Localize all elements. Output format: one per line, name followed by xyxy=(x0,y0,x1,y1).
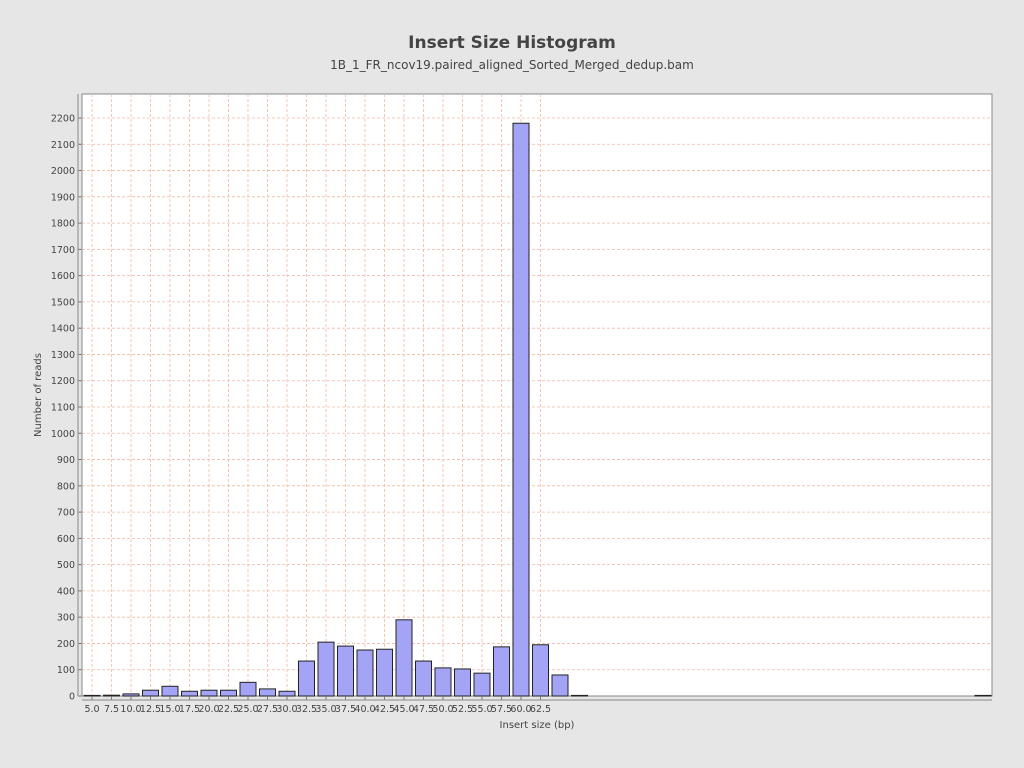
histogram-bar xyxy=(83,694,101,697)
histogram-bar xyxy=(337,645,354,697)
x-tick-label: 25.0 xyxy=(237,704,258,715)
y-axis-label: Number of reads xyxy=(33,353,44,437)
x-tick-label: 55.0 xyxy=(471,704,492,715)
histogram-bar xyxy=(493,646,510,697)
histogram-bar xyxy=(395,619,413,697)
x-tick-label: 57.5 xyxy=(491,704,512,715)
x-tick-label: 47.5 xyxy=(413,704,434,715)
y-tick-label: 900 xyxy=(57,455,75,466)
y-tick-label: 1300 xyxy=(51,350,75,361)
x-tick-label: 7.5 xyxy=(104,704,119,715)
x-tick-label: 35.0 xyxy=(315,704,336,715)
histogram-bar xyxy=(103,694,120,697)
histogram-bar xyxy=(259,688,276,697)
histogram-bar xyxy=(142,689,159,697)
x-tick-label: 10.0 xyxy=(120,704,141,715)
x-tick-label: 45.0 xyxy=(393,704,414,715)
y-tick-label: 1600 xyxy=(51,271,75,282)
histogram-bar xyxy=(415,660,432,697)
chart-subtitle: 1B_1_FR_ncov19.paired_aligned_Sorted_Mer… xyxy=(330,58,694,72)
y-tick-label: 700 xyxy=(57,508,75,519)
y-tick-label: 1900 xyxy=(51,192,75,203)
histogram-bar xyxy=(239,681,257,697)
x-tick-label: 50.0 xyxy=(432,704,453,715)
plot-area xyxy=(81,93,993,697)
histogram-bar xyxy=(571,694,588,697)
histogram-bar xyxy=(161,685,179,697)
x-tick-label: 20.0 xyxy=(198,704,219,715)
x-tick-label: 32.5 xyxy=(296,704,317,715)
x-tick-label: 60.0 xyxy=(510,704,531,715)
histogram-bar xyxy=(551,674,569,697)
histogram-bar xyxy=(473,672,491,697)
y-tick-label: 800 xyxy=(57,481,75,492)
histogram-bar xyxy=(376,648,393,697)
y-tick-label: 500 xyxy=(57,560,75,571)
x-tick-label: 12.5 xyxy=(140,704,161,715)
histogram-bar xyxy=(356,649,374,697)
x-tick-label: 52.5 xyxy=(452,704,473,715)
axes: 0 100 200 300 400 500 600 700 800 900 1000 1100 1200… xyxy=(51,94,992,715)
y-tick-label: 1400 xyxy=(51,324,75,335)
y-tick-label: 600 xyxy=(57,534,75,545)
y-tick-label: 300 xyxy=(57,613,75,624)
gridlines xyxy=(82,94,992,696)
histogram-bar xyxy=(434,667,452,697)
histogram-bar xyxy=(532,644,549,697)
x-tick-label: 22.5 xyxy=(218,704,239,715)
x-tick-label: 17.5 xyxy=(179,704,200,715)
y-tick-label: 1200 xyxy=(51,376,75,387)
y-tick-label: 1700 xyxy=(51,245,75,256)
y-tick-label: 1100 xyxy=(51,403,75,414)
histogram-bar xyxy=(317,641,335,697)
x-tick-label: 5.0 xyxy=(84,704,99,715)
x-tick-label: 27.5 xyxy=(257,704,278,715)
x-tick-label: 30.0 xyxy=(276,704,297,715)
histogram-bar xyxy=(200,689,218,697)
histogram-bar xyxy=(298,660,315,697)
y-tick-label: 2100 xyxy=(51,140,75,151)
bars xyxy=(83,122,992,697)
x-tick-label: 37.5 xyxy=(335,704,356,715)
histogram-bar xyxy=(220,689,237,697)
histogram-bar xyxy=(454,668,471,697)
y-tick-label: 1500 xyxy=(51,297,75,308)
y-tick-label: 1000 xyxy=(51,429,75,440)
histogram-bar xyxy=(278,690,296,697)
x-tick-label: 62.5 xyxy=(530,704,551,715)
chart-title: Insert Size Histogram xyxy=(408,33,616,53)
histogram-bar xyxy=(181,690,198,697)
x-axis-label: Insert size (bp) xyxy=(500,720,575,731)
y-tick-label: 1800 xyxy=(51,219,75,230)
y-tick-label: 2000 xyxy=(51,166,75,177)
x-tick-label: 42.5 xyxy=(374,704,395,715)
histogram-bar xyxy=(974,694,992,697)
y-tick-label: 400 xyxy=(57,586,75,597)
y-tick-label: 2200 xyxy=(51,114,75,125)
histogram-bar xyxy=(122,693,140,697)
y-tick-label: 200 xyxy=(57,639,75,650)
y-tick-label: 100 xyxy=(57,665,75,676)
histogram-bar xyxy=(512,122,530,697)
y-tick-label: 0 xyxy=(69,692,75,703)
x-tick-label: 15.0 xyxy=(159,704,180,715)
x-tick-label: 40.0 xyxy=(354,704,375,715)
